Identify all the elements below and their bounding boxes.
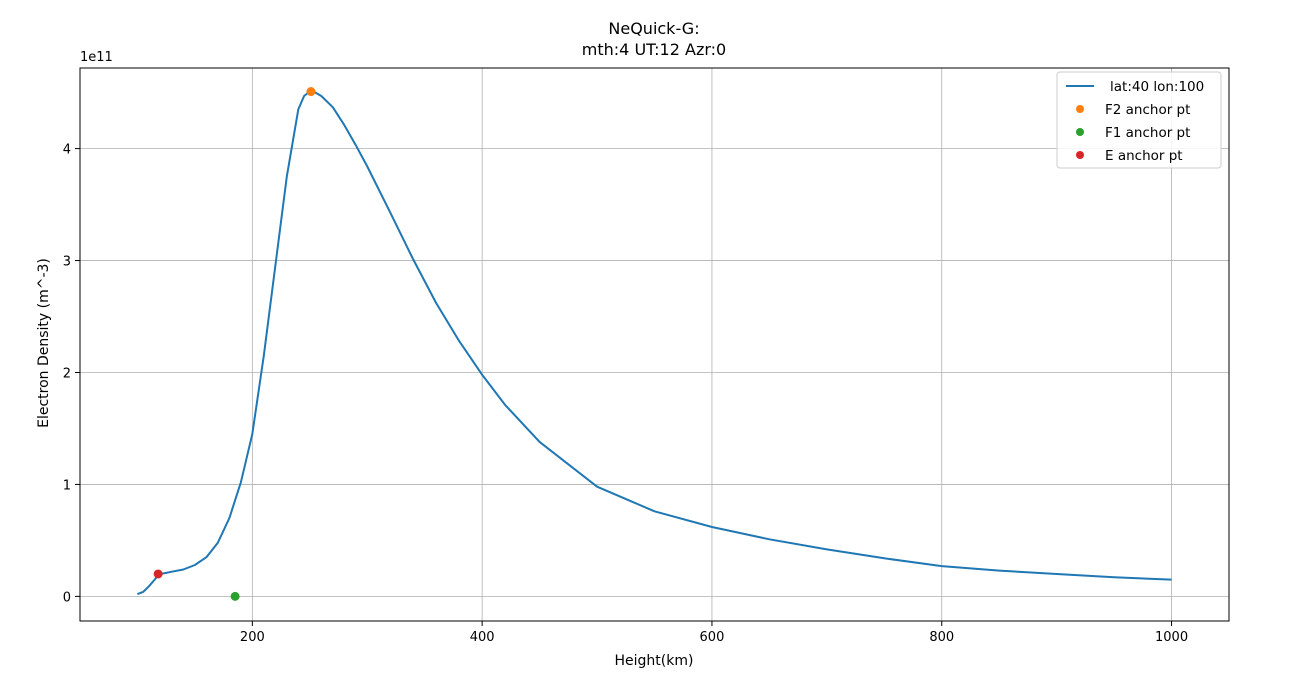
legend: lat:40 lon:100 F2 anchor pt F1 anchor pt… — [1056, 71, 1222, 169]
y-tick-label: 4 — [63, 143, 71, 158]
series-line-lat-40-lon-100 — [137, 90, 1172, 596]
legend-marker-f1 — [1076, 128, 1084, 136]
y-tick-label: 2 — [63, 366, 71, 381]
legend-label-f2: F2 anchor pt — [1105, 102, 1190, 118]
ticks: 200 400 600 800 1000 0 1 2 3 4 — [63, 143, 1188, 645]
x-tick-label: 800 — [929, 630, 954, 645]
plot-area — [137, 87, 1172, 601]
x-tick-label: 200 — [240, 630, 265, 645]
legend-box — [1056, 71, 1222, 169]
axes-frame — [79, 67, 1230, 622]
y-tick-label: 0 — [63, 590, 71, 605]
y-tick-label: 1 — [63, 478, 71, 493]
point-f2-anchor-pt — [306, 87, 316, 97]
chart-title: NeQuick-G: — [608, 19, 699, 38]
point-f1-anchor-pt — [230, 591, 240, 601]
legend-marker-e — [1076, 151, 1084, 159]
x-tick-label: 400 — [470, 630, 495, 645]
legend-label-e: E anchor pt — [1105, 148, 1183, 164]
legend-label-f1: F1 anchor pt — [1105, 125, 1190, 141]
y-offset-label: 1e11 — [80, 50, 113, 65]
legend-label-series: lat:40 lon:100 — [1110, 79, 1204, 95]
x-tick-label: 600 — [700, 630, 725, 645]
x-axis-label: Height(km) — [615, 653, 694, 669]
point-e-anchor-pt — [153, 569, 163, 579]
y-axis-label: Electron Density (m^-3) — [36, 258, 52, 428]
grid — [80, 68, 1229, 621]
x-tick-label: 1000 — [1155, 630, 1188, 645]
y-tick-label: 3 — [63, 255, 71, 270]
chart-subtitle: mth:4 UT:12 Azr:0 — [582, 40, 726, 59]
legend-marker-f2 — [1076, 105, 1084, 113]
